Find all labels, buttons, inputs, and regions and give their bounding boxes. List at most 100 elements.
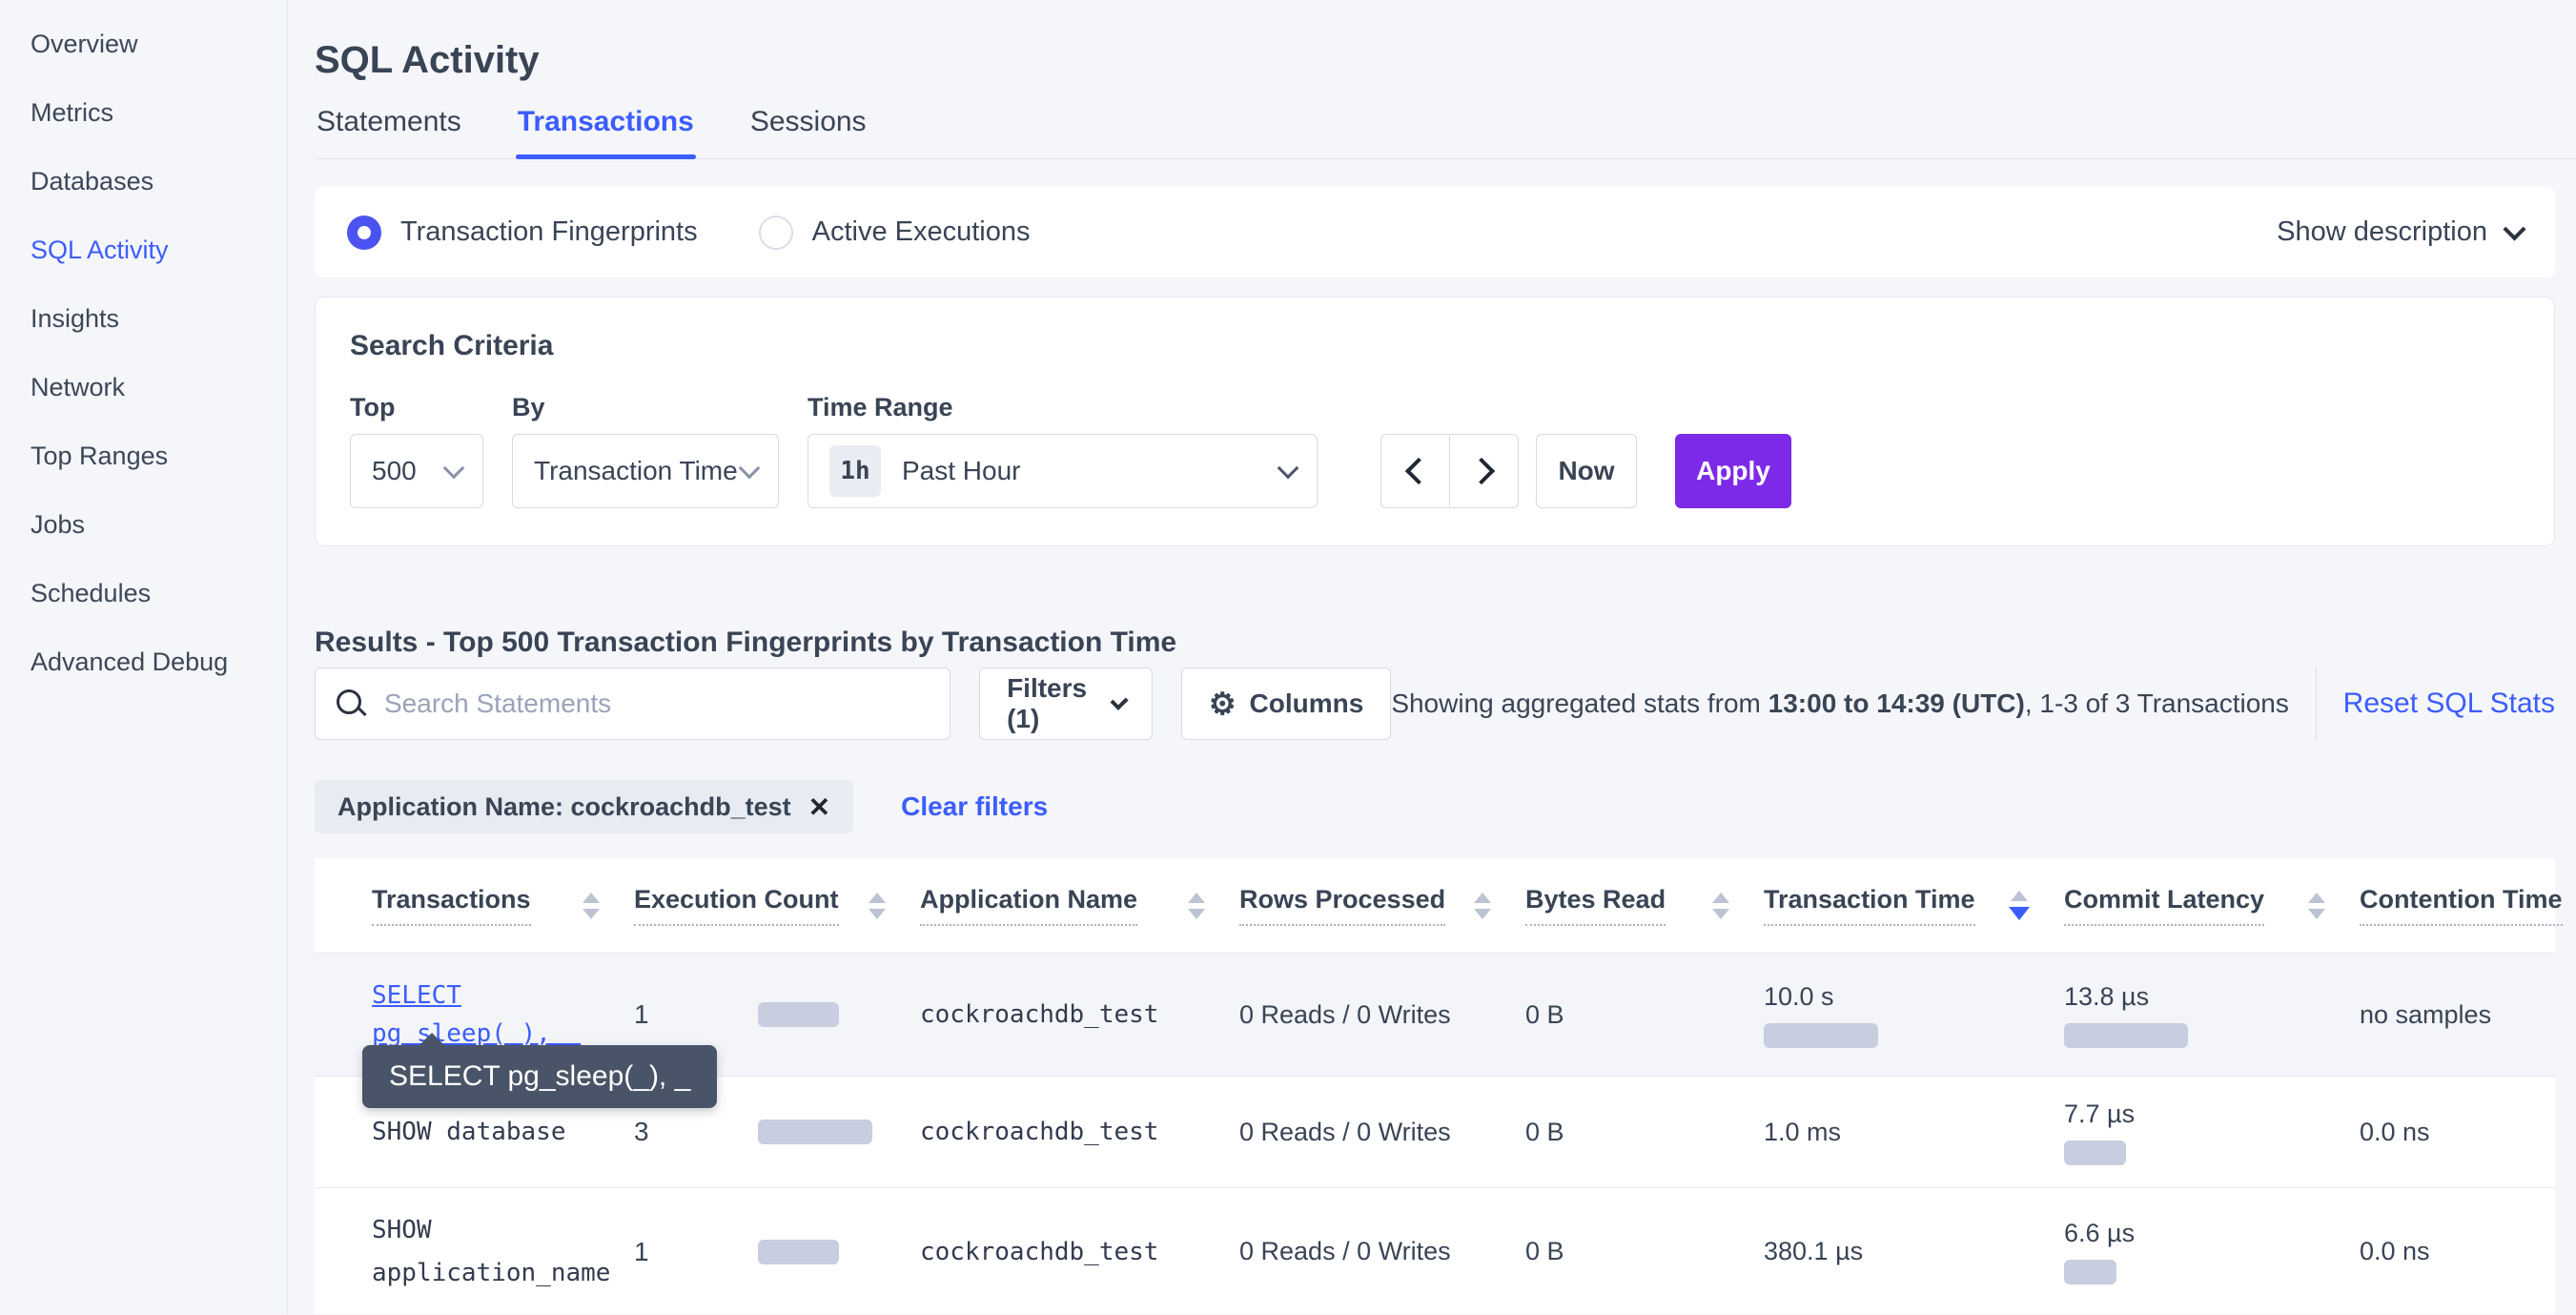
- sidebar-item-network[interactable]: Network: [31, 372, 126, 401]
- by-select[interactable]: Transaction Time: [512, 434, 779, 508]
- chevron-down-icon: [1110, 691, 1129, 710]
- sort-desc-icon: [583, 908, 600, 919]
- by-field: By Transaction Time: [512, 393, 779, 508]
- gear-icon: ⚙: [1208, 687, 1237, 721]
- bytes-read-cell: 0 B: [1525, 1117, 1564, 1146]
- radio-unselected-icon: [758, 215, 793, 250]
- sort-asc-icon: [1474, 892, 1491, 903]
- page-title: SQL Activity: [315, 38, 540, 81]
- top-field: Top 500: [350, 393, 483, 508]
- table-header-row: Transactions Execution Count Application…: [315, 858, 2563, 954]
- table-row: SHOW database 3 cockroachdb_test 0 Reads…: [315, 1077, 2555, 1188]
- header-bytes-read: Bytes Read: [1525, 885, 1764, 926]
- time-next-button[interactable]: [1449, 435, 1518, 507]
- time-range-label: Time Range: [808, 393, 953, 421]
- table-row: SHOW application_name 1 cockroachdb_test …: [315, 1188, 2555, 1315]
- execution-count-bar: [758, 1002, 839, 1027]
- sort-desc-icon: [1474, 908, 1491, 919]
- sidebar-item-databases[interactable]: Databases: [31, 166, 154, 195]
- sort-desc-active-icon: [2009, 907, 2030, 920]
- tab-sessions[interactable]: Sessions: [749, 106, 867, 137]
- chevron-down-icon: [442, 457, 465, 480]
- sort-toggle[interactable]: [1712, 892, 1729, 919]
- sort-asc-icon: [2308, 892, 2325, 903]
- columns-button[interactable]: ⚙ Columns: [1180, 668, 1392, 740]
- vertical-divider: [2315, 668, 2317, 740]
- sort-toggle[interactable]: [2308, 892, 2325, 919]
- top-label: Top: [350, 393, 396, 421]
- search-icon: [335, 688, 367, 720]
- sort-desc-icon: [2308, 908, 2325, 919]
- transaction-time-cell: 10.0 s: [1764, 982, 2064, 1048]
- chevron-right-icon: [1467, 457, 1495, 485]
- results-title: Results - Top 500 Transaction Fingerprin…: [315, 626, 1177, 658]
- header-contention-time: Contention Time: [2360, 885, 2563, 926]
- sidebar-item-top-ranges[interactable]: Top Ranges: [31, 441, 169, 470]
- transaction-link[interactable]: SELECT pg_sleep(_), _: [372, 980, 582, 1048]
- sort-toggle[interactable]: [583, 892, 600, 919]
- sort-toggle[interactable]: [869, 892, 886, 919]
- chevron-down-icon: [2503, 217, 2526, 241]
- chevron-left-icon: [1404, 457, 1432, 485]
- sidebar-item-overview[interactable]: Overview: [31, 29, 138, 58]
- time-range-select[interactable]: 1h Past Hour: [808, 434, 1318, 508]
- filters-button[interactable]: Filters (1): [979, 668, 1153, 740]
- show-description-toggle[interactable]: Show description: [2277, 216, 2526, 248]
- close-icon[interactable]: ✕: [808, 791, 831, 822]
- execution-count-cell: 1: [634, 1237, 920, 1267]
- reset-sql-stats-link[interactable]: Reset SQL Stats: [2342, 688, 2555, 719]
- sidebar-item-jobs[interactable]: Jobs: [31, 509, 86, 539]
- clear-filters-link[interactable]: Clear filters: [901, 791, 1049, 821]
- top-select[interactable]: 500: [350, 434, 483, 508]
- sort-asc-icon: [869, 892, 886, 903]
- contention-time-cell: no samples: [2360, 999, 2492, 1029]
- header-application-name: Application Name: [920, 885, 1239, 926]
- sort-desc-icon: [1712, 908, 1729, 919]
- transaction-link[interactable]: SHOW database: [372, 1117, 566, 1146]
- sort-toggle[interactable]: [1474, 892, 1491, 919]
- sort-toggle[interactable]: [2009, 891, 2030, 920]
- sidebar-item-sql-activity[interactable]: SQL Activity: [31, 235, 169, 264]
- show-description-label: Show description: [2277, 216, 2487, 247]
- sidebar-item-metrics[interactable]: Metrics: [31, 97, 113, 127]
- chevron-down-icon: [1277, 457, 1299, 480]
- tooltip-text: SELECT pg_sleep(_), _: [389, 1060, 691, 1092]
- search-input[interactable]: [382, 688, 931, 720]
- search-criteria-title: Search Criteria: [350, 330, 554, 361]
- tab-bar: Statements Transactions Sessions: [315, 86, 2576, 159]
- transaction-link[interactable]: SHOW application_name: [372, 1216, 611, 1287]
- radio-transaction-fingerprints[interactable]: Transaction Fingerprints: [347, 215, 698, 250]
- now-button[interactable]: Now: [1536, 434, 1637, 508]
- transaction-fingerprint-cell: SELECT pg_sleep(_), _: [372, 976, 634, 1054]
- sort-desc-icon: [869, 908, 886, 919]
- transaction-fingerprint-cell: SHOW application_name: [372, 1209, 634, 1293]
- tab-transactions[interactable]: Transactions: [515, 86, 696, 159]
- header-commit-latency: Commit Latency: [2064, 885, 2360, 926]
- columns-label: Columns: [1249, 688, 1364, 718]
- chevron-down-icon: [738, 457, 761, 480]
- transactions-table: Transactions Execution Count Application…: [315, 858, 2563, 1315]
- sidebar-item-advanced-debug[interactable]: Advanced Debug: [31, 647, 229, 676]
- tab-statements[interactable]: Statements: [317, 106, 461, 137]
- sort-desc-icon: [1188, 908, 1205, 919]
- filter-chip: Application Name: cockroachdb_test ✕: [315, 780, 854, 833]
- contention-time-cell: 0.0 ns: [2360, 1237, 2430, 1265]
- application-name-cell: cockroachdb_test: [920, 1118, 1159, 1146]
- apply-button[interactable]: Apply: [1675, 434, 1791, 508]
- header-transaction-time: Transaction Time: [1764, 885, 2064, 926]
- results-controls: Filters (1) ⚙ Columns Showing aggregated…: [315, 668, 2555, 740]
- sort-toggle[interactable]: [1188, 892, 1205, 919]
- sidebar-item-insights[interactable]: Insights: [31, 303, 120, 333]
- view-toggle-card: Transaction Fingerprints Active Executio…: [315, 187, 2555, 277]
- sidebar-item-schedules[interactable]: Schedules: [31, 578, 152, 607]
- stats-time-range: 13:00 to 14:39 (UTC): [1768, 688, 2025, 718]
- execution-count-bar: [758, 1120, 872, 1144]
- rows-processed-cell: 0 Reads / 0 Writes: [1239, 1237, 1451, 1265]
- time-nav-group: [1380, 434, 1519, 508]
- radio-active-executions[interactable]: Active Executions: [758, 215, 1031, 250]
- aggregated-stats-text: Showing aggregated stats from 13:00 to 1…: [1391, 688, 2289, 718]
- transaction-time-bar: [1764, 1022, 1878, 1048]
- time-prev-button[interactable]: [1381, 435, 1449, 507]
- sort-asc-icon: [2011, 891, 2028, 901]
